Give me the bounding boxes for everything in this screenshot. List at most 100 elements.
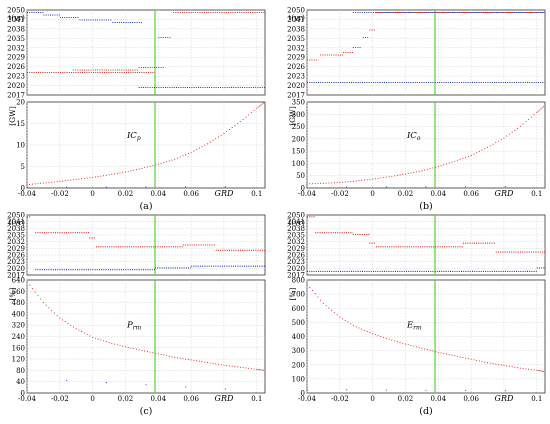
bottom-series-red-point bbox=[86, 333, 88, 336]
bottom-series-blue-point bbox=[66, 379, 68, 381]
bottom-series-red-point bbox=[344, 319, 346, 321]
bottom-series-red-point bbox=[361, 179, 363, 181]
bottom-series-red-point bbox=[163, 354, 165, 356]
bottom-series-red-point bbox=[388, 176, 390, 178]
bottom-series-red-point bbox=[174, 356, 176, 358]
bottom-series-red-point bbox=[331, 182, 333, 184]
bottom-series-red-point bbox=[533, 369, 535, 371]
bottom-series-red-point bbox=[97, 175, 99, 178]
top-y-tick-label: 2023 bbox=[287, 258, 305, 266]
bottom-series-red-point bbox=[492, 363, 494, 365]
bottom-series-red-point bbox=[37, 183, 39, 185]
bottom-series-red-point bbox=[45, 304, 47, 306]
bottom-series-red-point bbox=[467, 155, 469, 157]
bottom-series-red-point bbox=[119, 344, 121, 347]
bottom-series-red-point bbox=[34, 183, 36, 185]
bottom-y-tick-label: 80 bbox=[16, 367, 25, 375]
bottom-series-red-point bbox=[245, 116, 247, 118]
top-y-tick-label: 2035 bbox=[7, 35, 25, 43]
top-y-tick-label: 2017 bbox=[287, 92, 305, 100]
bottom-series-red-point bbox=[536, 369, 538, 371]
bottom-series-red-point bbox=[105, 174, 107, 176]
top-y-tick-label: 2020 bbox=[7, 265, 25, 273]
top-y-tick-label: 2041 bbox=[287, 16, 305, 24]
bottom-series-red-point bbox=[331, 309, 333, 311]
bottom-series-red-point bbox=[410, 344, 412, 347]
bottom-series-red-point bbox=[31, 183, 34, 185]
top-y-tick-label: 2032 bbox=[287, 44, 305, 52]
bottom-series-red-point bbox=[418, 346, 420, 349]
x-tick-label: GRD bbox=[495, 394, 514, 403]
bottom-series-red-point bbox=[220, 364, 222, 366]
bottom-series-red-point bbox=[484, 361, 486, 363]
bottom-series-red-point bbox=[456, 355, 459, 357]
bottom-series-red-point bbox=[536, 111, 538, 114]
bottom-series-red-point bbox=[48, 307, 50, 309]
bottom-series-red-point bbox=[182, 155, 184, 157]
bottom-series-red-point bbox=[226, 131, 228, 133]
bottom-series-red-point bbox=[242, 118, 244, 120]
bottom-series-blue-point bbox=[145, 186, 147, 188]
bottom-series-red-point bbox=[495, 142, 497, 144]
bottom-series-red-point bbox=[108, 342, 110, 344]
top-y-tick-label: 2026 bbox=[287, 63, 305, 71]
bottom-series-red-point bbox=[97, 338, 99, 340]
bottom-y-axis-label: [%] bbox=[288, 287, 297, 300]
bottom-series-red-point bbox=[415, 171, 417, 173]
bottom-series-red-point bbox=[484, 148, 486, 150]
bottom-series-red-point bbox=[176, 357, 179, 359]
x-tick-label: 0.1 bbox=[531, 190, 542, 198]
bottom-series-red-point bbox=[538, 109, 541, 111]
bottom-series-red-point bbox=[445, 353, 448, 355]
bottom-series-red-point bbox=[473, 359, 475, 361]
bottom-series-red-point bbox=[130, 347, 132, 349]
bottom-series-red-point bbox=[141, 349, 143, 351]
bottom-y-tick-label: 10 bbox=[16, 142, 25, 150]
bottom-series-red-point bbox=[250, 112, 252, 114]
top-y-tick-label: 2023 bbox=[7, 73, 25, 81]
bottom-series-red-point bbox=[517, 127, 519, 129]
bottom-series-red-point bbox=[528, 118, 530, 120]
bottom-series-red-point bbox=[377, 177, 379, 179]
bottom-series-red-point bbox=[500, 139, 502, 141]
bottom-series-red-point bbox=[415, 346, 417, 348]
bottom-series-red-point bbox=[64, 321, 66, 323]
bottom-series-red-point bbox=[42, 302, 44, 304]
bottom-series-red-point bbox=[165, 355, 168, 357]
panel-label: (b) bbox=[419, 201, 433, 212]
bottom-series-red-point bbox=[248, 367, 250, 369]
panel-label: (c) bbox=[140, 406, 153, 417]
bottom-series-red-point bbox=[424, 169, 426, 171]
bottom-series-red-point bbox=[311, 183, 314, 185]
bottom-series-red-point bbox=[459, 158, 461, 160]
top-plot-frame bbox=[26, 214, 266, 276]
bottom-series-red-point bbox=[350, 323, 352, 325]
bottom-series-red-point bbox=[374, 334, 376, 336]
bottom-series-red-point bbox=[339, 316, 341, 318]
bottom-series-red-point bbox=[503, 137, 505, 139]
bottom-series-red-point bbox=[223, 364, 225, 366]
bottom-y-tick-label: 240 bbox=[12, 333, 25, 341]
x-tick-label: -0.02 bbox=[331, 190, 349, 198]
series-annotation: ICo bbox=[406, 131, 421, 142]
bottom-y-tick-label: 5 bbox=[21, 163, 25, 171]
bottom-series-red-point bbox=[165, 161, 168, 163]
bottom-series-red-point bbox=[258, 369, 261, 371]
bottom-series-red-point bbox=[135, 169, 137, 171]
bottom-series-red-point bbox=[355, 180, 357, 182]
bottom-series-red-point bbox=[514, 366, 516, 368]
bottom-y-tick-label: 500 bbox=[292, 319, 305, 327]
bottom-series-red-point bbox=[538, 370, 541, 372]
bottom-series-red-point bbox=[231, 127, 233, 129]
bottom-series-blue-point bbox=[105, 186, 107, 188]
bottom-series-red-point bbox=[543, 370, 545, 372]
bottom-series-red-point bbox=[487, 362, 489, 364]
x-tick-label: 0.06 bbox=[463, 190, 479, 198]
bottom-series-red-point bbox=[476, 152, 478, 154]
x-tick-label: -0.04 bbox=[18, 395, 36, 403]
top-y-tick-label: 2041 bbox=[287, 218, 305, 226]
bottom-series-red-point bbox=[503, 364, 505, 366]
bottom-series-red-point bbox=[537, 110, 539, 112]
bottom-series-red-point bbox=[127, 346, 129, 349]
